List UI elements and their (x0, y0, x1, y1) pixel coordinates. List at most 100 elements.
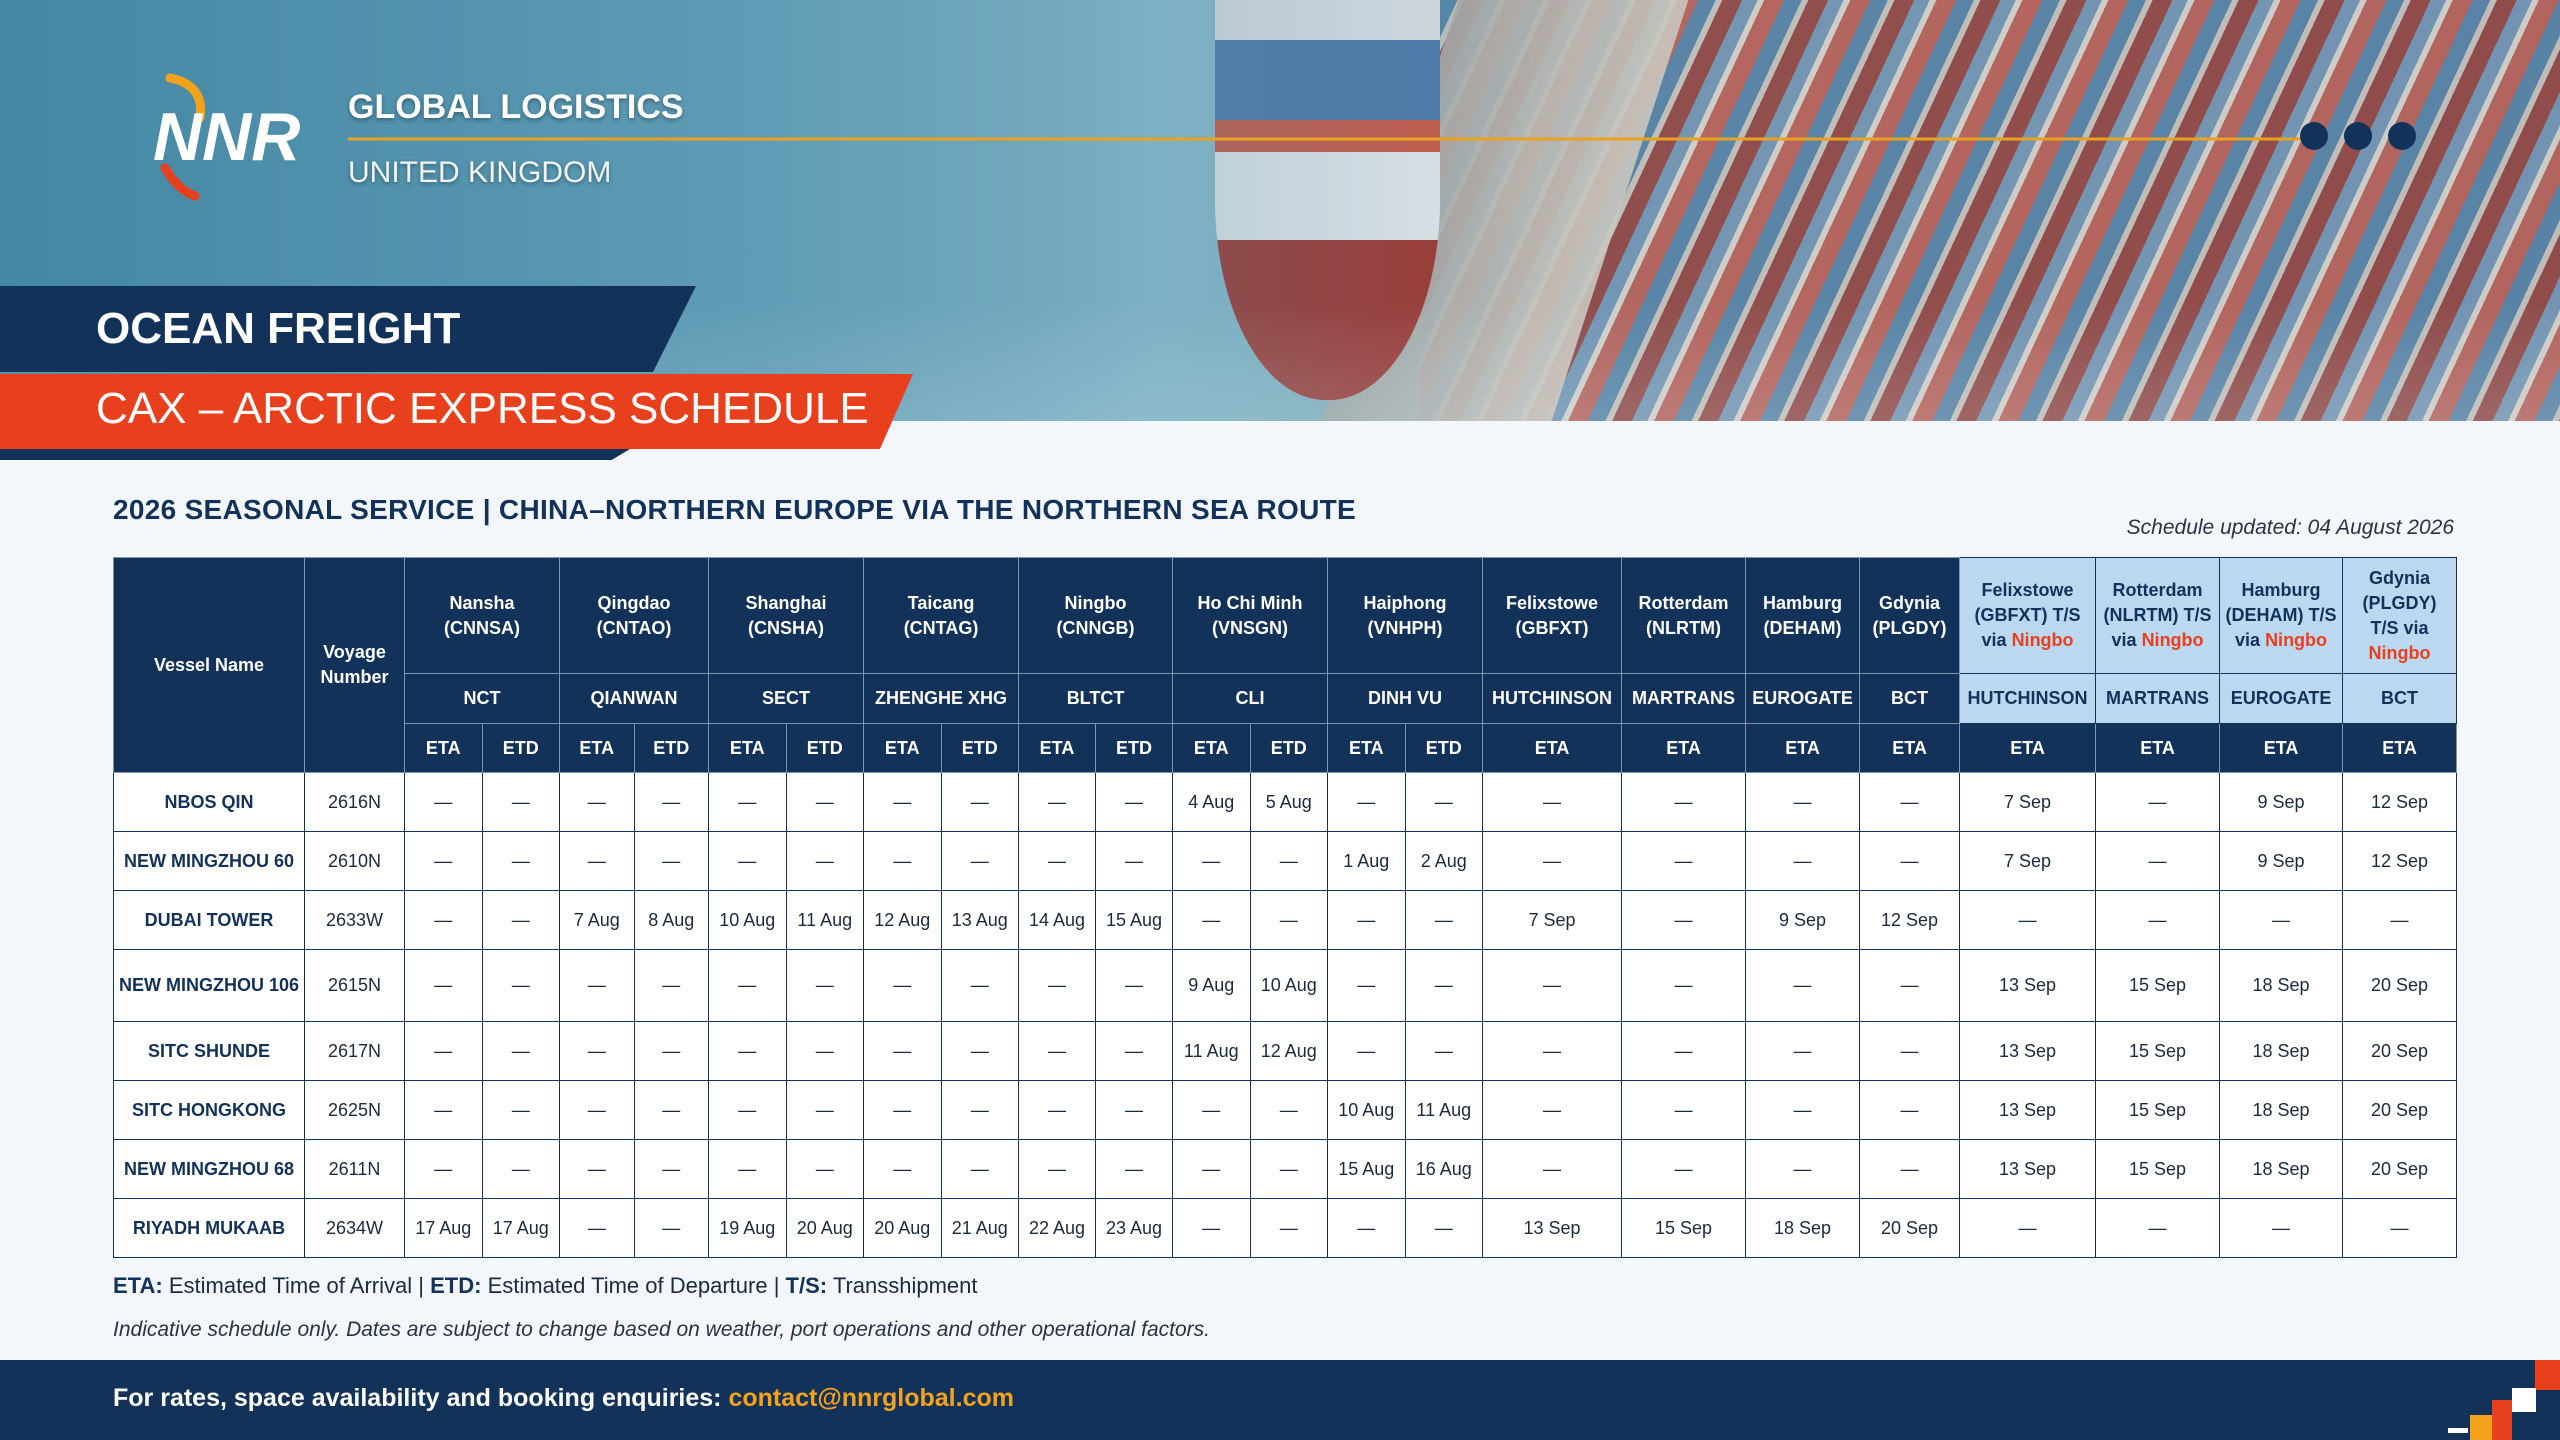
block (2492, 1400, 2512, 1440)
legend-text: Estimated Time of Departure (487, 1273, 768, 1298)
schedule-date: — (1621, 1139, 1747, 1199)
port-code: (PLGDY) (1872, 617, 1947, 638)
schedule-date: — (1621, 1080, 1747, 1140)
schedule-date: — (2342, 890, 2458, 950)
terminal: HUTCHINSON (1482, 673, 1623, 724)
voyage-number: 2615N (304, 949, 405, 1022)
schedule-date: — (1959, 1198, 2097, 1258)
port-name: Gdynia (2369, 567, 2431, 588)
port-header: Taicang (CNTAG) (863, 557, 1020, 674)
terminal: ZHENGHE XHG (863, 673, 1020, 724)
time-type: ETD (785, 723, 865, 773)
schedule-date: — (1018, 949, 1097, 1022)
terminal: DINH VU (1327, 673, 1484, 724)
schedule-date: — (1327, 890, 1406, 950)
schedule-date: 18 Sep (2219, 1021, 2344, 1081)
schedule-date: — (2219, 890, 2344, 950)
port-code: (VNHPH) (1367, 617, 1443, 638)
schedule-date: 8 Aug (633, 890, 709, 950)
time-type: ETD (1404, 723, 1484, 773)
schedule-date: 13 Sep (1959, 1021, 2097, 1081)
schedule-date: — (1859, 949, 1961, 1022)
time-type: ETA (2095, 723, 2221, 773)
schedule-date: — (2342, 1198, 2458, 1258)
time-type: ETD (481, 723, 560, 773)
schedule-date: — (863, 1139, 942, 1199)
email-link[interactable]: contact@nnrglobal.com (728, 1384, 1014, 1412)
schedule-date: — (1745, 1139, 1861, 1199)
vessel-row: NBOS QIN 2616N — — — — — — — — — —4 Aug 5 Aug — — — — — —7… (113, 772, 2458, 832)
schedule-date: — (1095, 1021, 1174, 1081)
schedule-date: 15 Sep (1621, 1198, 1747, 1258)
schedule-date: — (785, 1139, 865, 1199)
time-type: ETA (1959, 723, 2097, 773)
time-type: ETA (1018, 723, 1097, 773)
schedule-date: 9 Sep (2219, 831, 2344, 891)
schedule-date: 12 Aug (863, 890, 942, 950)
schedule-date: — (1482, 1021, 1623, 1081)
schedule-date: 10 Aug (1249, 949, 1329, 1022)
schedule-date: — (559, 1021, 635, 1081)
port-name: Qingdao (597, 592, 671, 613)
schedule-date: 18 Sep (2219, 949, 2344, 1022)
port-header: Gdynia (PLGDY) T/S via Ningbo (2342, 557, 2458, 674)
terminal: EUROGATE (2219, 673, 2344, 724)
hub-port: Ningbo (2141, 630, 2204, 650)
time-type: ETA (1859, 723, 1961, 773)
schedule-date: — (404, 890, 483, 950)
voyage-header: Voyage Number (304, 557, 405, 773)
schedule-date: — (559, 1139, 635, 1199)
updated-date: Schedule updated: 04 August 2026 (2126, 516, 2454, 539)
port-header: Ningbo (CNNGB) (1018, 557, 1174, 674)
port-name: Haiphong (1363, 592, 1447, 613)
port-name: Rotterdam (2112, 580, 2203, 600)
header-row: Vessel Name Voyage Number Nansha (CNNSA) Qin… (113, 557, 2458, 773)
legend-abbr: T/S: (785, 1273, 828, 1298)
voyage-number: 2617N (304, 1021, 405, 1081)
schedule-date: 9 Sep (1745, 890, 1861, 950)
schedule-date: 5 Aug (1249, 772, 1329, 832)
schedule-date: — (708, 1021, 787, 1081)
schedule-date: 13 Sep (1959, 949, 2097, 1022)
terminal: QIANWAN (559, 673, 709, 724)
port-name: Shanghai (745, 592, 827, 613)
time-type: ETA (559, 723, 635, 773)
banner-navy (0, 286, 696, 372)
port-code: (CNNSA) (444, 617, 520, 638)
schedule-date: — (481, 949, 560, 1022)
schedule-date: — (1621, 890, 1747, 950)
schedule-date: 15 Sep (2095, 1080, 2221, 1140)
schedule-date: — (559, 772, 635, 832)
terminal: BLTCT (1018, 673, 1174, 724)
schedule-date: 10 Aug (1327, 1080, 1406, 1140)
schedule-date: 9 Aug (1172, 949, 1251, 1022)
schedule-date: 12 Sep (2342, 772, 2458, 832)
schedule-date: — (863, 949, 942, 1022)
schedule-date: — (1018, 772, 1097, 832)
port-code: (GBFXT) (1974, 605, 2048, 625)
schedule-date: 15 Sep (2095, 1139, 2221, 1199)
footer-label: For rates, space availability and bookin… (113, 1384, 722, 1412)
schedule-date: 18 Sep (1745, 1198, 1861, 1258)
corner-decoration (2448, 1360, 2560, 1440)
decoration: NNR (0, 73, 2416, 460)
schedule-date: — (863, 1021, 942, 1081)
terminal: MARTRANS (2095, 673, 2221, 724)
vessel-name: RIYADH MUKAAB (113, 1198, 305, 1258)
port-header: Shanghai (CNSHA) (707, 557, 865, 674)
schedule-date: 22 Aug (1018, 1198, 1097, 1258)
header-title: GLOBAL LOGISTICS (348, 88, 684, 126)
schedule-date: 17 Aug (404, 1198, 483, 1258)
terminal: BCT (2342, 673, 2458, 724)
schedule-date: 18 Sep (2219, 1080, 2344, 1140)
schedule-date: 11 Aug (785, 890, 865, 950)
vessel-row: RIYADH MUKAAB 2634W 17 Aug 17 Aug — —19 Aug 20… (113, 1198, 2458, 1258)
schedule-date: — (1172, 1080, 1251, 1140)
schedule-date: — (1018, 1139, 1097, 1199)
schedule-date: — (785, 772, 865, 832)
schedule-date: — (708, 1139, 787, 1199)
port-header: Nansha (CNNSA) (404, 557, 560, 674)
legend-separator: | (418, 1273, 424, 1298)
schedule-date: — (1172, 890, 1251, 950)
table-head: Vessel Name Voyage Number Nansha (CNNSA) Qin… (113, 557, 2458, 773)
